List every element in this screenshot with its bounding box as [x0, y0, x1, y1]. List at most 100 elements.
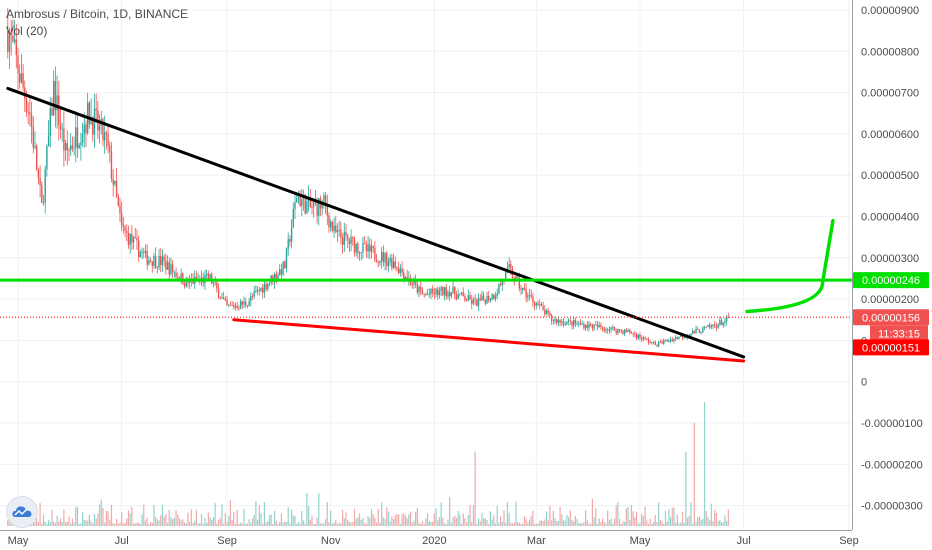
- volume-bar: [522, 523, 524, 526]
- candle-body: [697, 328, 699, 330]
- volume-bar: [450, 523, 452, 526]
- volume-bar: [392, 519, 395, 526]
- candle-body: [680, 334, 682, 337]
- volume-bar: [692, 523, 694, 526]
- volume-bar: [352, 522, 354, 526]
- volume-bar: [513, 522, 515, 526]
- candle-body: [600, 324, 602, 327]
- volume-bar: [231, 520, 233, 526]
- volume-bar: [78, 523, 80, 526]
- volume-bar: [449, 497, 451, 526]
- candle-body: [44, 169, 46, 203]
- candle-body: [85, 124, 87, 133]
- candle-body: [265, 283, 267, 290]
- volume-bar: [637, 523, 639, 526]
- volume-bar: [447, 519, 449, 526]
- candle-body: [18, 73, 21, 83]
- candle-body: [431, 288, 434, 293]
- volume-bar: [146, 517, 148, 526]
- candle-body: [588, 324, 590, 328]
- candle-body: [58, 95, 60, 125]
- volume-bar: [336, 523, 339, 526]
- volume-bar: [466, 522, 468, 526]
- candle-body: [557, 319, 560, 323]
- candle-body: [622, 330, 624, 334]
- tradingview-logo[interactable]: [6, 496, 38, 528]
- candle-body: [12, 35, 14, 42]
- volume-bar: [333, 522, 335, 526]
- candle-body: [34, 145, 36, 148]
- candle-body: [358, 253, 361, 254]
- volume-bar: [457, 511, 459, 526]
- volume-bar: [280, 513, 283, 526]
- candle-body: [612, 327, 614, 329]
- candle-body: [454, 287, 456, 295]
- volume-bar: [245, 523, 247, 526]
- volume-bar: [627, 507, 629, 526]
- candle-body: [691, 330, 694, 334]
- volume-bar: [632, 511, 634, 526]
- candle-body: [396, 267, 398, 269]
- volume-bar: [360, 519, 362, 526]
- candle-body: [10, 35, 12, 37]
- candle-body: [207, 273, 210, 280]
- volume-bar: [515, 501, 517, 526]
- volume-bar: [58, 521, 60, 526]
- volume-bar: [374, 517, 376, 526]
- candle-body: [669, 339, 672, 342]
- volume-bar: [698, 516, 701, 526]
- volume-bar: [265, 522, 267, 526]
- candle-body: [170, 264, 172, 275]
- volume-bar: [622, 521, 624, 526]
- candle-body: [542, 305, 544, 310]
- volume-bar: [306, 492, 308, 526]
- candle-body: [340, 229, 342, 238]
- volume-bar: [304, 523, 306, 526]
- volume-bar: [620, 523, 622, 526]
- volume-bar: [601, 518, 604, 526]
- volume-bar: [656, 522, 658, 526]
- volume-bar: [398, 514, 400, 526]
- candle-body: [352, 236, 354, 239]
- candle-body: [17, 55, 19, 74]
- candle-body: [139, 251, 142, 257]
- candle-body: [584, 325, 587, 329]
- candle-body: [522, 287, 524, 290]
- volume-bar: [132, 523, 135, 526]
- volume-bar: [110, 504, 113, 526]
- candle-body: [88, 102, 91, 124]
- volume-bar: [228, 515, 230, 526]
- volume-bar: [70, 523, 72, 526]
- candle-body: [46, 146, 48, 170]
- candle-body: [312, 202, 315, 208]
- volume-bar: [362, 518, 364, 526]
- candle-body: [217, 288, 220, 298]
- volume-bar: [641, 513, 643, 526]
- candle-body: [382, 252, 385, 263]
- candle-body: [501, 280, 504, 286]
- volume-bar: [364, 523, 366, 526]
- volume-bar: [63, 509, 65, 526]
- volume-bar: [173, 518, 175, 526]
- candle-body: [690, 333, 692, 336]
- volume-bar: [686, 517, 689, 526]
- volume-bar: [416, 507, 418, 526]
- candle-body: [338, 229, 340, 231]
- volume-bar: [413, 520, 415, 526]
- candle-body: [219, 297, 221, 299]
- volume-bar: [109, 519, 111, 526]
- candle-body: [391, 258, 393, 269]
- y-tick-label: 0.00000900: [861, 5, 919, 17]
- volume-bar: [401, 514, 403, 526]
- volume-bar: [476, 523, 478, 526]
- volume-bar: [98, 504, 101, 526]
- volume-bar: [557, 520, 560, 526]
- candle-body: [301, 199, 303, 206]
- volume-bar: [700, 519, 702, 526]
- volume-bar: [180, 520, 182, 526]
- candle-body: [362, 243, 364, 253]
- y-tick-label: 0.00000200: [861, 294, 919, 306]
- candle-body: [564, 324, 566, 326]
